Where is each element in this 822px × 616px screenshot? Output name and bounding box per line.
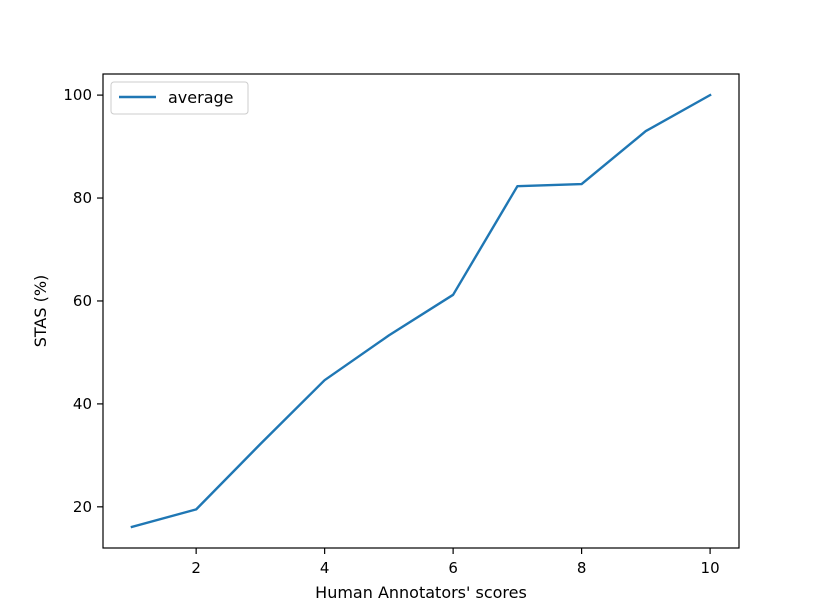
series-layer <box>130 93 712 529</box>
y-tick-label: 20 <box>73 498 92 516</box>
x-tick-label: 10 <box>701 559 720 577</box>
y-tick-label: 100 <box>63 86 92 104</box>
series-line-average <box>130 93 712 529</box>
x-tick-label: 4 <box>320 559 330 577</box>
x-axis-label: Human Annotators' scores <box>315 583 527 602</box>
x-tick-label: 8 <box>577 559 587 577</box>
y-tick-label: 40 <box>73 395 92 413</box>
x-tick-label: 2 <box>191 559 201 577</box>
legend: average <box>110 81 249 115</box>
ticks-layer: 2 4 6 8 10 20 40 60 80 100 <box>63 86 719 577</box>
legend-label-average: average <box>168 88 234 107</box>
plot-area <box>103 74 739 548</box>
y-tick-label: 60 <box>73 292 92 310</box>
plot-frame <box>102 73 740 549</box>
y-tick-label: 80 <box>73 189 92 207</box>
x-tick-label: 6 <box>448 559 458 577</box>
legend-box <box>110 81 249 115</box>
y-axis-label: STAS (%) <box>31 275 50 348</box>
